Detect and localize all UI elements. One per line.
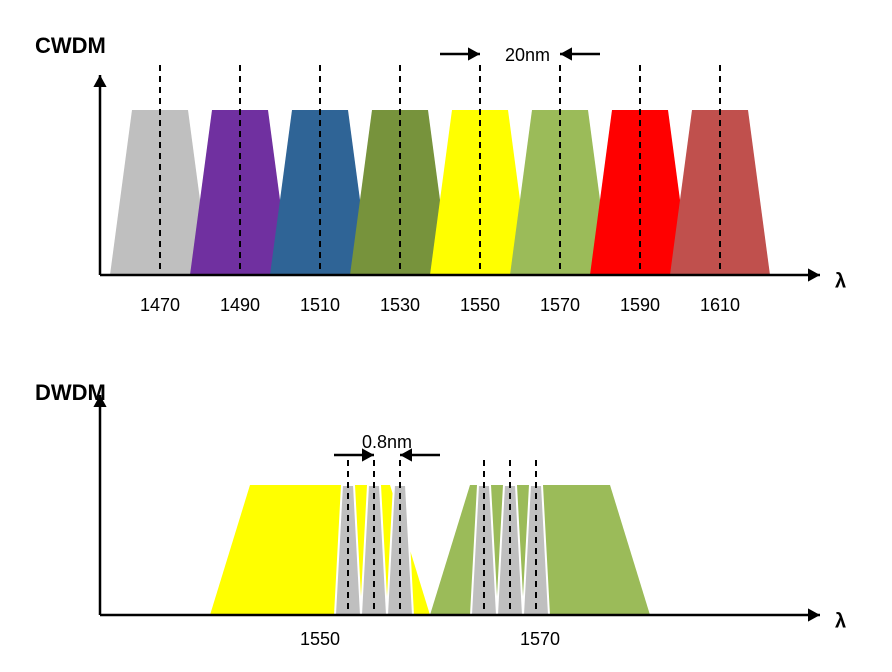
dwdm-xtick-1550: 1550	[300, 629, 340, 649]
cwdm-xtick-1470: 1470	[140, 295, 180, 315]
cwdm-xtick-1490: 1490	[220, 295, 260, 315]
chart-svg: 1470 1490 1510 1530 1550 1570 1590 1610 λ 20nm 155…	[0, 0, 892, 672]
cwdm-xtick-1550: 1550	[460, 295, 500, 315]
cwdm-xtick-1530: 1530	[380, 295, 420, 315]
cwdm-xtick-1570: 1570	[540, 295, 580, 315]
dwdm-xtick-1570: 1570	[520, 629, 560, 649]
dwdm-lambda-label: λ	[835, 610, 846, 632]
dwdm-spacing-label: 0.8nm	[362, 432, 412, 452]
cwdm-xtick-1590: 1590	[620, 295, 660, 315]
cwdm-xtick-1610: 1610	[700, 295, 740, 315]
figure-root: CWDM DWDM 147014901510153015501570159016…	[0, 0, 892, 672]
cwdm-lambda-label: λ	[835, 270, 846, 292]
cwdm-spacing-label: 20nm	[505, 45, 550, 65]
cwdm-xtick-1510: 1510	[300, 295, 340, 315]
